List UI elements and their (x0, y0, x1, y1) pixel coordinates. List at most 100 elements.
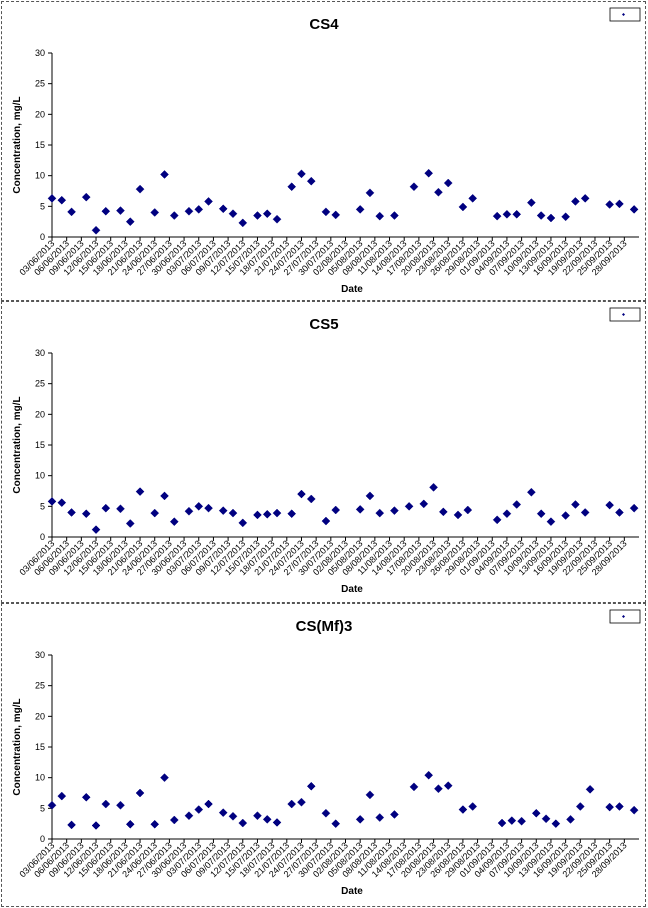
legend-marker (622, 615, 625, 618)
y-tick-label: 25 (35, 79, 45, 89)
data-point (512, 500, 522, 509)
data-point (218, 808, 228, 817)
data-point (566, 815, 575, 824)
data-point (218, 506, 228, 515)
data-point (390, 211, 399, 220)
data-point (571, 197, 580, 206)
data-point (497, 818, 507, 828)
data-point (424, 168, 434, 178)
data-point (297, 797, 306, 807)
data-point (287, 182, 297, 192)
data-point (135, 487, 145, 496)
data-point (541, 814, 551, 824)
data-point (551, 819, 561, 829)
data-point (536, 211, 546, 220)
data-point (262, 209, 272, 219)
data-point (571, 500, 580, 509)
data-point (238, 818, 248, 828)
data-point (262, 815, 272, 824)
data-point (492, 211, 502, 221)
data-point (546, 517, 556, 527)
data-point (536, 509, 546, 519)
data-point (91, 225, 101, 235)
data-point (306, 781, 316, 791)
data-point (150, 208, 160, 217)
data-point (184, 811, 194, 821)
data-point (502, 509, 512, 519)
data-point (321, 207, 331, 217)
data-point (429, 482, 438, 492)
data-point (492, 515, 502, 525)
data-point (527, 487, 536, 497)
data-point (287, 509, 297, 519)
y-tick-label: 15 (35, 440, 45, 450)
data-point (91, 525, 101, 534)
data-point (629, 205, 639, 214)
data-point (204, 197, 213, 206)
data-point (355, 815, 365, 824)
data-point (580, 508, 590, 517)
data-point (116, 800, 125, 810)
data-point (306, 494, 316, 504)
data-point (390, 506, 399, 515)
data-point (160, 773, 169, 783)
data-point (101, 503, 111, 513)
legend (609, 7, 641, 22)
data-point (507, 816, 517, 825)
data-point (184, 506, 194, 516)
data-point (468, 194, 478, 203)
data-point (390, 810, 399, 819)
y-tick-label: 10 (35, 471, 45, 481)
data-point (355, 205, 365, 214)
data-point (194, 205, 204, 214)
data-point (443, 781, 453, 790)
y-axis-title: Concentration, mg/L (12, 396, 23, 493)
y-tick-label: 5 (40, 201, 45, 211)
y-axis-title: Concentration, mg/L (12, 96, 23, 193)
y-tick-label: 30 (35, 48, 45, 58)
y-tick-label: 5 (40, 501, 45, 511)
data-point (228, 209, 238, 219)
data-point (409, 782, 419, 792)
y-tick-label: 10 (35, 171, 45, 181)
data-point (605, 200, 615, 209)
data-point (409, 182, 419, 192)
data-point (101, 799, 111, 809)
data-point (194, 805, 204, 814)
data-point (272, 818, 282, 827)
data-point (375, 508, 385, 518)
data-point (238, 518, 248, 528)
legend (609, 609, 641, 624)
data-point (91, 821, 101, 830)
data-point (512, 209, 522, 219)
data-point (355, 505, 365, 514)
y-tick-label: 25 (35, 379, 45, 389)
data-point (331, 819, 341, 829)
chart-panel-cs4: CS4 0 5 10 15 20 25 30 03/06/2013 06/06/2013 09/06… (1, 1, 646, 301)
y-tick-label: 5 (40, 803, 45, 813)
data-point (47, 497, 57, 506)
data-point (438, 507, 448, 517)
x-axis-title: Date (341, 886, 363, 897)
data-point (463, 505, 473, 515)
data-point (575, 802, 585, 811)
data-point (81, 509, 91, 519)
data-point (527, 198, 536, 208)
data-point (238, 218, 248, 228)
data-point (184, 206, 194, 216)
x-axis-title: Date (341, 284, 363, 295)
y-tick-label: 0 (40, 232, 45, 242)
chart-title: CS4 (309, 16, 339, 33)
data-point (125, 217, 135, 227)
data-point (365, 188, 375, 198)
data-point (228, 508, 238, 518)
y-tick-label: 20 (35, 409, 45, 419)
data-point (125, 519, 135, 528)
data-point (458, 202, 468, 212)
y-tick-label: 10 (35, 773, 45, 783)
data-point (585, 784, 595, 794)
data-point (81, 792, 91, 802)
data-point (150, 508, 160, 518)
legend-marker (622, 313, 625, 316)
data-point (116, 504, 125, 514)
